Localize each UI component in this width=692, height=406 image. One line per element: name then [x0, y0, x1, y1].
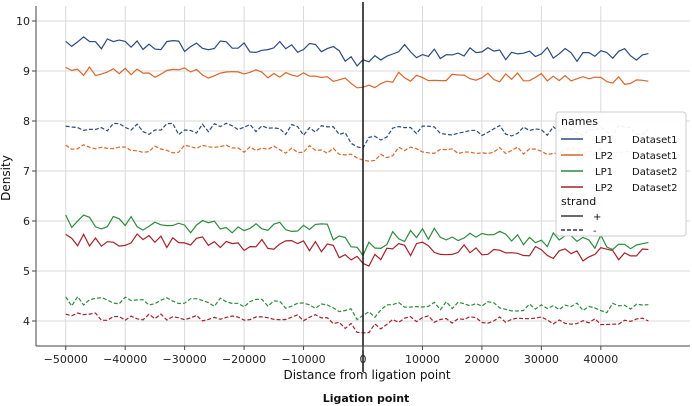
legend-label: LP1	[595, 167, 613, 178]
x-tick-label: −30000	[163, 353, 207, 366]
x-tick-label: −20000	[222, 353, 266, 366]
legend-dataset: Dataset1	[632, 151, 678, 162]
legend-dataset: Dataset1	[632, 135, 678, 146]
series-line-8	[65, 312, 649, 334]
legend-strand-label: +	[593, 212, 601, 223]
y-tick-label: 7	[23, 165, 30, 178]
series-line-1	[65, 36, 649, 67]
y-axis-label: Density	[0, 155, 13, 201]
x-tick-label: −10000	[281, 353, 325, 366]
series-line-4	[65, 144, 649, 162]
series-line-6	[65, 232, 649, 267]
y-tick-label: 6	[23, 215, 30, 228]
x-tick-label: 10000	[405, 353, 440, 366]
y-tick-label: 4	[23, 315, 30, 328]
x-axis-label: Distance from ligation point	[283, 368, 450, 382]
series-lines	[65, 36, 649, 334]
series-line-2	[65, 65, 649, 89]
series-line-3	[65, 122, 649, 149]
x-tick-label: 20000	[464, 353, 499, 366]
legend-title-strand: strand	[561, 195, 596, 208]
y-tick-labels: 4 5 6 7 8 9 10	[16, 15, 30, 328]
y-tick-label: 9	[23, 65, 30, 78]
x-tick-label: 40000	[583, 353, 618, 366]
x-tick-label: −50000	[44, 353, 88, 366]
x-tick-label: 0	[360, 353, 367, 366]
caption-ligation-point: Ligation point	[323, 392, 410, 405]
legend-title-names: names	[561, 115, 598, 128]
legend-strand-label: -	[593, 226, 597, 237]
legend-dataset: Dataset2	[632, 183, 678, 194]
legend-label: LP2	[595, 151, 613, 162]
legend-label: LP2	[595, 183, 613, 194]
legend: names LP1 Dataset1 LP2 Dataset1 LP1 Dataset2 LP…	[555, 111, 687, 237]
series-line-7	[65, 295, 649, 321]
y-tick-label: 10	[16, 15, 30, 28]
series-line-5	[65, 214, 649, 257]
x-tick-labels: −50000 −40000 −30000 −20000 −10000 0 10000 2000…	[44, 353, 619, 366]
legend-box	[555, 111, 687, 237]
legend-dataset: Dataset2	[632, 167, 678, 178]
x-tick-label: 30000	[524, 353, 559, 366]
legend-label: LP1	[595, 135, 613, 146]
axes	[32, 6, 690, 350]
y-tick-label: 8	[23, 115, 30, 128]
x-tick-label: −40000	[103, 353, 147, 366]
y-tick-label: 5	[23, 265, 30, 278]
